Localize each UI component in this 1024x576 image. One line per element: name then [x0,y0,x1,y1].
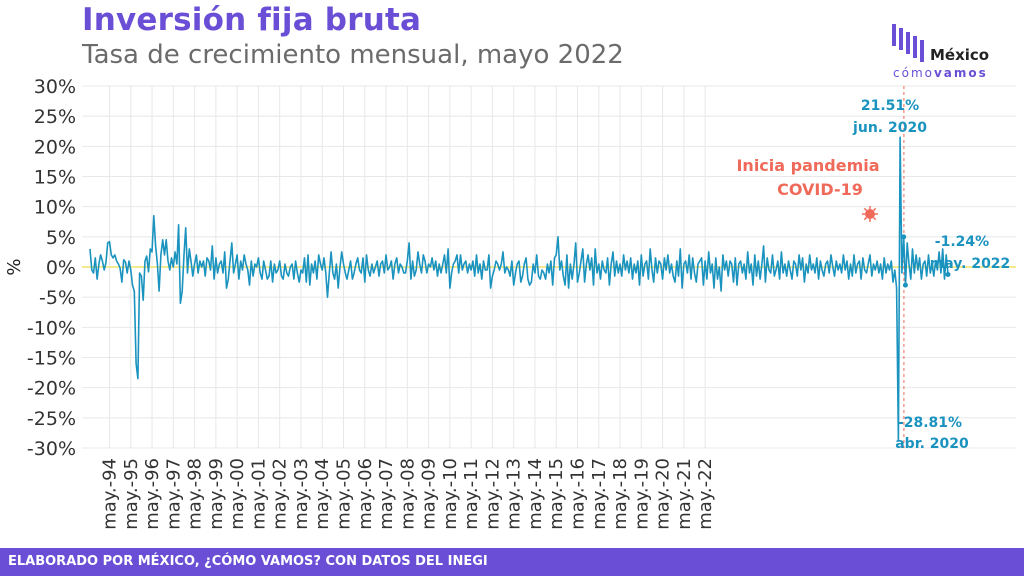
y-tick-label: 30% [34,76,76,98]
x-tick-label: may.-97 [163,458,184,530]
y-tick-label: 10% [34,197,76,219]
x-tick-label: may.-17 [589,458,610,530]
highlight-point [901,234,907,240]
x-tick-label: may.-12 [482,458,503,530]
y-tick-label: 5% [46,227,76,249]
x-tick-label: may.-10 [440,458,461,530]
annotation-value: 21.51% [861,98,919,114]
footer-bar: ELABORADO POR MÉXICO, ¿CÓMO VAMOS? CON D… [0,548,1024,576]
x-tick-label: may.-98 [185,458,206,530]
virus-icon-spike [863,217,867,221]
x-tick-label: may.-11 [461,458,482,530]
pandemic-label-line2: COVID-19 [777,180,863,199]
x-tick-label: may.-07 [376,458,397,530]
highlight-point [902,282,908,288]
x-tick-label: may.-04 [312,458,333,530]
x-tick-label: may.-01 [248,458,269,530]
x-tick-label: may.-15 [546,458,567,530]
x-tick-label: may.-05 [334,458,355,530]
logo-tagline-a: cómo [893,66,934,80]
virus-icon-spike [873,207,877,211]
y-tick-label: -30% [27,438,76,460]
chart-subtitle: Tasa de crecimiento mensual, mayo 2022 [82,40,624,70]
footer-credit: ELABORADO POR MÉXICO, ¿CÓMO VAMOS? CON D… [8,554,488,569]
y-tick-label: -25% [27,408,76,430]
x-tick-label: may.-95 [121,458,142,530]
y-tick-label: 25% [34,106,76,128]
x-tick-label: may.-18 [610,458,631,530]
y-tick-label: 15% [34,167,76,189]
logo-tagline-b: vamos [933,66,988,80]
logo-name: México [930,46,990,64]
x-tick-label: may.-13 [504,458,525,530]
series-line [89,136,949,442]
y-tick-label: 20% [34,136,76,158]
x-tick-label: may.-16 [568,458,589,530]
y-axis-label: % [4,258,25,275]
annotation-date: may. 2022 [930,256,1011,272]
x-tick-label: may.-14 [525,458,546,530]
x-tick-label: may.-02 [270,458,291,530]
x-tick-label: may.-94 [100,458,121,530]
x-tick-label: may.-03 [291,458,312,530]
x-tick-label: may.-09 [419,458,440,530]
y-tick-label: -10% [27,317,76,339]
annotation-value: -28.81% [898,415,962,431]
pandemic-label-line1: Inicia pandemia [736,156,879,175]
virus-icon-spike [863,207,867,211]
annotation-value: -1.24% [935,234,989,250]
logo-mark [892,24,924,62]
y-tick-label: -5% [39,287,76,309]
annotation-date: jun. 2020 [852,120,927,136]
annotation-date: abr. 2020 [895,436,969,452]
line-chart: 30% 25% 20% 15% 10% 5% 0% -5% -10% -15% -20% -25% -3… [4,76,1016,530]
y-tick-label: 0% [46,257,76,279]
x-tick-label: may.-00 [227,458,248,530]
y-tick-label: -15% [27,348,76,370]
chart-title: Inversión fija bruta [82,2,422,38]
x-tick-label: may.-96 [142,458,163,530]
x-tick-label: may.-19 [631,458,652,530]
y-tick-label: -20% [27,378,76,400]
virus-icon-spike [873,217,877,221]
x-tick-label: may.-20 [653,458,674,530]
x-tick-label: may.-99 [206,458,227,530]
x-tick-label: may.-06 [355,458,376,530]
virus-icon [865,209,875,219]
logo-tagline: cómovamos [893,66,988,80]
x-tick-label: may.-21 [674,458,695,530]
x-tick-label: may.-08 [397,458,418,530]
highlight-point [945,271,951,277]
x-tick-label: may.-22 [695,458,716,530]
